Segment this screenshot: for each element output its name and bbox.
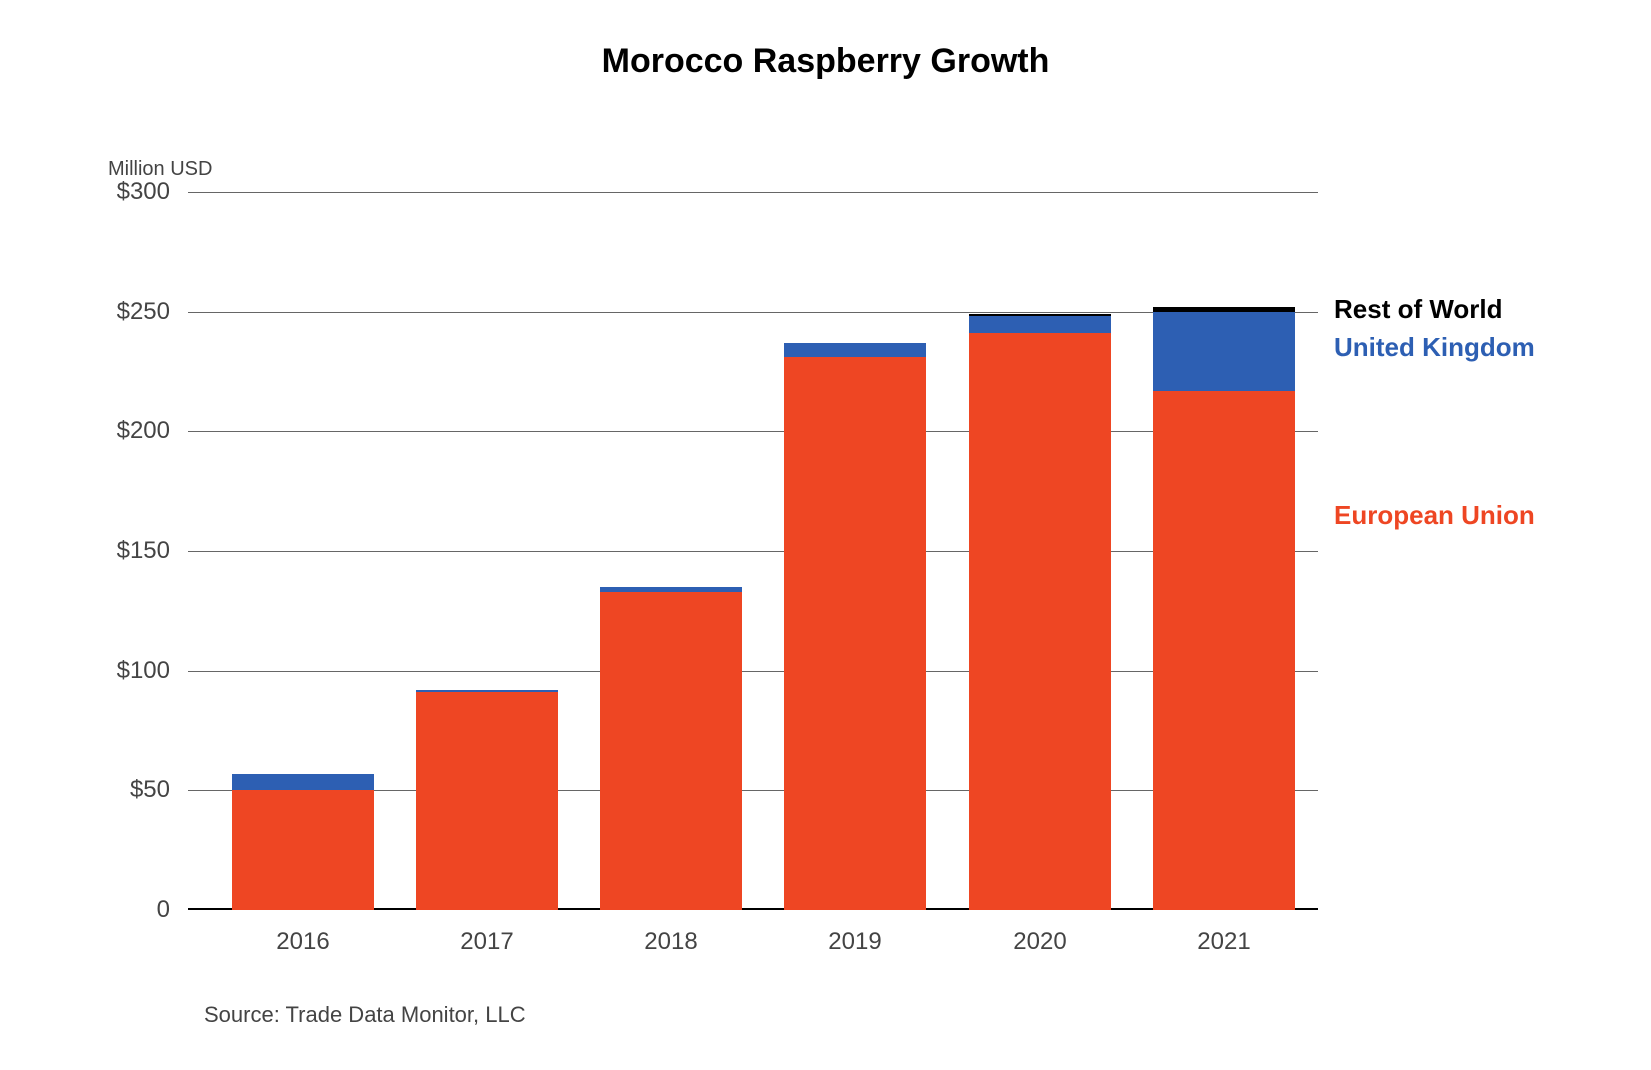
bar-2016 — [232, 774, 374, 910]
x-tick-label: 2021 — [1197, 928, 1250, 956]
bar-segment-united-kingdom — [232, 774, 374, 791]
chart-title: Morocco Raspberry Growth — [0, 42, 1651, 81]
gridline — [188, 431, 1318, 432]
y-tick-label: $200 — [117, 417, 170, 445]
source-label: Source: Trade Data Monitor, LLC — [204, 1002, 526, 1028]
y-tick-label: $100 — [117, 657, 170, 685]
bar-segment-european-union — [1153, 391, 1295, 910]
y-tick-label: $250 — [117, 298, 170, 326]
bar-segment-european-union — [416, 692, 558, 910]
bar-segment-rest-of-world — [1153, 307, 1295, 312]
gridline — [188, 551, 1318, 552]
bar-segment-united-kingdom — [784, 343, 926, 357]
gridline — [188, 671, 1318, 672]
x-tick-label: 2018 — [644, 928, 697, 956]
bar-2020 — [969, 314, 1111, 910]
x-tick-label: 2019 — [828, 928, 881, 956]
bar-segment-rest-of-world — [969, 314, 1111, 316]
y-tick-label: 0 — [157, 896, 170, 924]
bar-2018 — [600, 587, 742, 910]
bar-segment-united-kingdom — [969, 316, 1111, 333]
legend-label-united-kingdom: United Kingdom — [1334, 332, 1535, 363]
plot-area — [188, 192, 1318, 910]
bar-2019 — [784, 343, 926, 910]
gridline — [188, 192, 1318, 193]
bar-segment-united-kingdom — [416, 690, 558, 692]
y-tick-label: $150 — [117, 537, 170, 565]
legend-label-european-union: European Union — [1334, 500, 1535, 531]
y-tick-label: $300 — [117, 178, 170, 206]
x-tick-label: 2017 — [460, 928, 513, 956]
bar-2017 — [416, 690, 558, 910]
bar-segment-european-union — [232, 790, 374, 910]
bar-segment-european-union — [600, 592, 742, 910]
gridline — [188, 312, 1318, 313]
x-tick-label: 2016 — [276, 928, 329, 956]
legend-label-rest-of-world: Rest of World — [1334, 294, 1503, 325]
y-tick-label: $50 — [130, 776, 170, 804]
bar-segment-united-kingdom — [1153, 312, 1295, 391]
x-tick-label: 2020 — [1013, 928, 1066, 956]
bar-2021 — [1153, 307, 1295, 910]
bar-segment-european-union — [969, 333, 1111, 910]
bar-segment-european-union — [784, 357, 926, 910]
bar-segment-united-kingdom — [600, 587, 742, 592]
